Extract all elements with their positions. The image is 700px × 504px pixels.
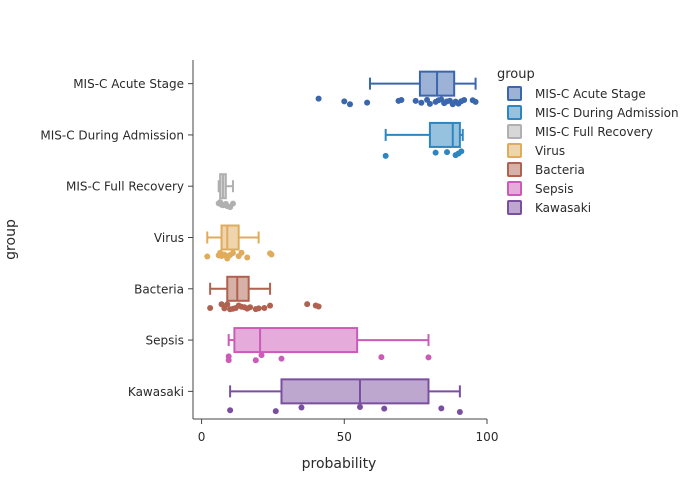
data-point-mis-c-acute-stage <box>418 99 425 106</box>
data-point-bacteria <box>261 305 268 312</box>
x-tick-label: 50 <box>337 430 352 444</box>
data-point-mis-c-acute-stage <box>461 96 468 103</box>
legend-swatch-kawasaki <box>507 200 522 215</box>
data-point-mis-c-acute-stage <box>346 101 353 108</box>
data-point-mis-c-during-admission <box>382 152 389 159</box>
data-point-mis-c-acute-stage <box>412 97 419 104</box>
data-point-kawasaki <box>456 409 463 416</box>
data-point-kawasaki <box>438 405 445 412</box>
legend-title: group <box>497 67 535 82</box>
box-kawasaki <box>280 378 430 405</box>
y-axis-title: group <box>3 219 19 260</box>
x-tick-label: 100 <box>476 430 499 444</box>
data-point-sepsis <box>252 357 259 364</box>
legend-swatch-virus <box>507 143 522 158</box>
x-tick-label: 0 <box>198 430 206 444</box>
data-point-mis-c-full-recovery <box>229 200 236 207</box>
legend-label-sepsis: Sepsis <box>535 182 573 196</box>
box-mis-c-during-admission <box>428 121 461 148</box>
legend-label-bacteria: Bacteria <box>535 163 585 177</box>
data-point-mis-c-during-admission <box>432 149 439 156</box>
data-point-virus <box>244 254 251 261</box>
data-point-mis-c-acute-stage <box>341 98 348 105</box>
data-point-mis-c-acute-stage <box>426 100 433 107</box>
legend-swatch-sepsis <box>507 181 522 196</box>
data-point-mis-c-acute-stage <box>398 97 405 104</box>
y-tick-label-virus: Virus <box>154 231 184 245</box>
data-point-virus <box>238 249 245 256</box>
data-point-bacteria <box>255 305 262 312</box>
legend-swatch-mis-c-full-recovery <box>507 124 522 139</box>
data-point-mis-c-during-admission <box>458 148 465 155</box>
data-point-bacteria <box>247 304 254 311</box>
data-point-bacteria <box>224 301 231 308</box>
data-point-sepsis <box>425 354 432 361</box>
y-tick-label-mis-c-full-recovery: MIS-C Full Recovery <box>66 180 184 194</box>
data-point-bacteria <box>315 303 322 310</box>
data-point-kawasaki <box>227 407 234 414</box>
data-point-sepsis <box>258 352 265 359</box>
data-point-bacteria <box>207 304 214 311</box>
legend-swatch-bacteria <box>507 162 522 177</box>
legend-label-kawasaki: Kawasaki <box>535 201 591 215</box>
data-point-kawasaki <box>381 405 388 412</box>
x-axis-title: probability <box>302 456 377 472</box>
data-point-virus <box>229 250 236 257</box>
data-point-virus <box>204 253 211 260</box>
y-tick-label-mis-c-during-admission: MIS-C During Admission <box>40 128 184 142</box>
data-point-kawasaki <box>298 404 305 411</box>
data-point-mis-c-acute-stage <box>315 95 322 102</box>
y-tick-label-mis-c-acute-stage: MIS-C Acute Stage <box>73 77 184 91</box>
data-point-sepsis <box>378 354 385 361</box>
data-point-bacteria <box>267 302 274 309</box>
data-point-kawasaki <box>272 408 279 415</box>
data-point-kawasaki <box>356 404 363 411</box>
data-point-mis-c-during-admission <box>444 149 451 156</box>
data-point-sepsis <box>225 353 232 360</box>
data-point-mis-c-acute-stage <box>472 98 479 105</box>
legend-label-mis-c-acute-stage: MIS-C Acute Stage <box>535 87 646 101</box>
legend-label-virus: Virus <box>535 144 565 158</box>
legend-swatch-mis-c-during-admission <box>507 105 522 120</box>
box-virus <box>220 224 240 251</box>
legend-label-mis-c-full-recovery: MIS-C Full Recovery <box>535 125 653 139</box>
box-sepsis <box>233 327 359 354</box>
data-point-mis-c-acute-stage <box>364 99 371 106</box>
data-point-bacteria <box>304 301 311 308</box>
y-tick-label-sepsis: Sepsis <box>146 334 184 348</box>
data-point-sepsis <box>278 355 285 362</box>
y-tick-label-kawasaki: Kawasaki <box>128 385 184 399</box>
data-point-virus <box>268 251 275 258</box>
y-tick-label-bacteria: Bacteria <box>134 282 184 296</box>
legend-label-mis-c-during-admission: MIS-C During Admission <box>535 106 679 120</box>
legend-swatch-mis-c-acute-stage <box>507 86 522 101</box>
